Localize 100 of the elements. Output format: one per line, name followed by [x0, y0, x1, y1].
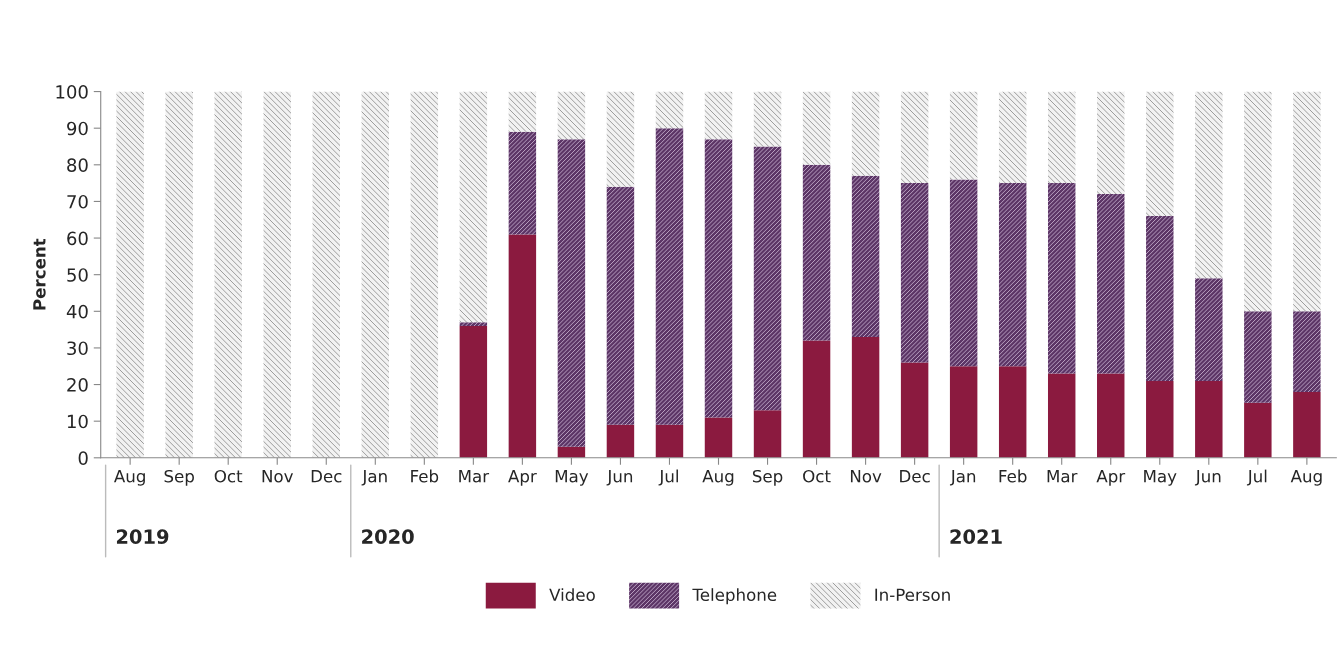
bar	[1293, 91, 1321, 312]
bar	[263, 91, 291, 458]
x-tick-label: Nov	[850, 470, 882, 483]
y-tick-label: 30	[67, 341, 88, 356]
bar	[508, 91, 537, 132]
bar	[1047, 91, 1076, 184]
bar	[949, 179, 978, 367]
bar	[1146, 380, 1174, 458]
x-tick-label: Jan	[361, 470, 387, 486]
x-tick-label: Aug	[1290, 470, 1322, 486]
bar	[900, 183, 929, 363]
bar	[508, 234, 537, 458]
bar	[1244, 402, 1272, 458]
bar	[655, 91, 684, 129]
x-tick-label: Jun	[1194, 470, 1221, 486]
bar	[900, 91, 929, 184]
bar	[1195, 380, 1223, 458]
x-tick-label: Aug	[702, 470, 734, 486]
bar	[998, 91, 1027, 184]
bar	[459, 325, 488, 458]
bar	[508, 131, 537, 235]
x-tick-label: Mar	[1047, 470, 1078, 483]
y-tick-label: 90	[67, 121, 88, 136]
bar	[1097, 91, 1125, 195]
y-tick-label: 100	[56, 85, 88, 99]
bar	[1244, 311, 1272, 403]
bar	[1047, 183, 1076, 374]
bar	[802, 340, 831, 458]
x-tick-label: Jul	[1246, 469, 1267, 486]
bar	[900, 362, 929, 458]
y-tick-label: 10	[67, 414, 88, 429]
y-tick-label: 20	[67, 378, 88, 392]
legend-label: Video	[549, 588, 595, 602]
y-tick-label: 80	[67, 158, 88, 172]
bar	[753, 146, 782, 411]
legend-label: Telephone	[692, 588, 777, 605]
bar	[459, 322, 488, 326]
bar	[998, 366, 1027, 458]
bar	[410, 91, 439, 458]
x-tick-label: Sep	[164, 469, 194, 486]
x-tick-label: May	[1144, 470, 1177, 486]
bar	[1195, 91, 1223, 279]
x-tick-label: Apr	[508, 470, 537, 486]
bar	[704, 139, 733, 418]
bar	[606, 424, 635, 458]
bar	[655, 128, 684, 425]
bar	[1047, 373, 1076, 458]
x-tick-label: Mar	[459, 470, 490, 483]
bar	[949, 91, 978, 180]
y-tick-label: 40	[66, 304, 88, 319]
x-tick-label: Feb	[411, 469, 439, 483]
bar	[165, 91, 193, 458]
x-tick-label: Dec	[900, 470, 930, 483]
bar	[1244, 91, 1272, 312]
x-tick-label: May	[555, 470, 589, 486]
y-tick-label: 50	[67, 268, 88, 282]
bar	[312, 91, 340, 458]
bar	[704, 417, 733, 458]
x-tick-label: Feb	[999, 469, 1027, 483]
bar	[606, 186, 635, 425]
x-tick-label: Jun	[606, 470, 633, 486]
bar	[557, 91, 586, 140]
x-tick-label: Oct	[214, 469, 243, 483]
y-tick-label: 70	[67, 194, 88, 209]
bar	[1146, 216, 1174, 381]
bar	[1195, 278, 1223, 381]
bar	[655, 424, 684, 458]
bar	[704, 91, 733, 140]
bar	[753, 410, 782, 458]
x-tick-label: Apr	[1096, 470, 1126, 486]
bar	[116, 91, 144, 458]
bar	[1097, 194, 1125, 374]
bar	[851, 175, 880, 337]
x-tick-label: Sep	[752, 469, 783, 486]
bar	[557, 139, 586, 447]
text: 2019	[116, 529, 169, 545]
bar	[851, 91, 880, 176]
legend-label: In-Person	[875, 588, 950, 602]
text: 2020	[362, 529, 414, 545]
text: 2021	[950, 529, 1002, 545]
x-tick-label: Oct	[803, 469, 831, 483]
bar	[606, 91, 635, 187]
x-tick-label: Jan	[949, 470, 976, 486]
bar	[949, 366, 978, 458]
y-tick-label: 60	[67, 231, 88, 246]
bar	[459, 91, 488, 323]
bar	[1146, 91, 1174, 217]
x-tick-label: Dec	[311, 470, 342, 483]
y-tick-label: 0	[78, 451, 88, 465]
bar	[998, 183, 1027, 367]
bar	[753, 91, 782, 147]
x-tick-label: Nov	[262, 470, 293, 483]
bar	[851, 336, 880, 458]
bar	[802, 164, 831, 341]
bar	[1293, 391, 1321, 458]
x-tick-label: Aug	[114, 470, 145, 486]
bar	[1097, 373, 1125, 458]
bar	[802, 91, 831, 165]
y-axis-title: Percent	[33, 238, 46, 310]
bar	[361, 91, 390, 458]
